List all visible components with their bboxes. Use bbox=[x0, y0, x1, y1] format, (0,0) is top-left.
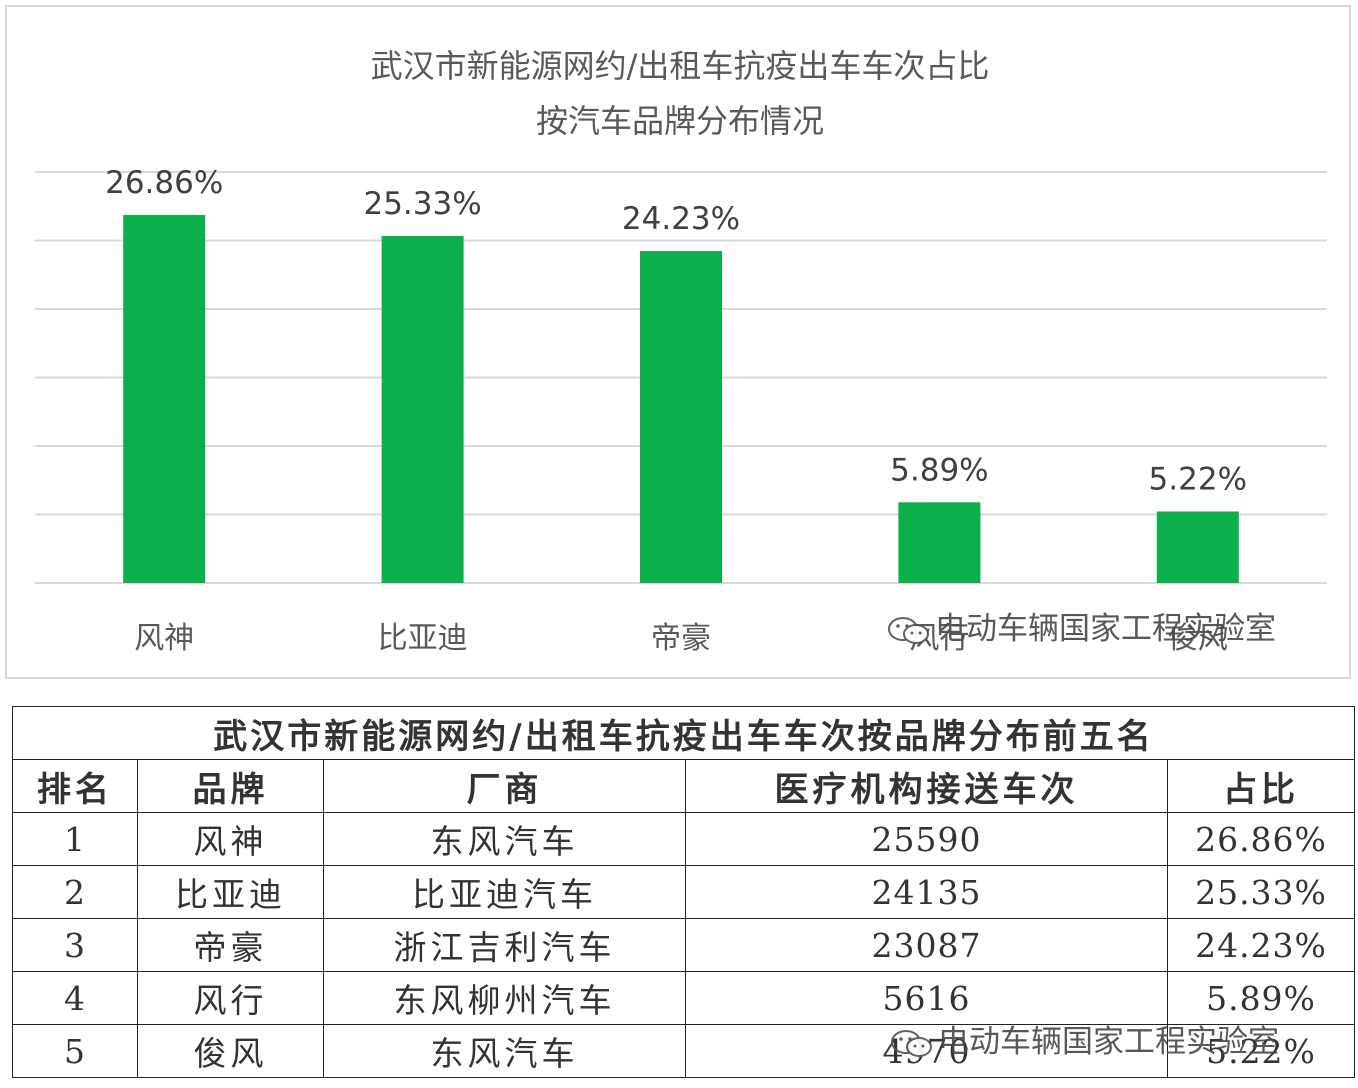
data-label: 5.22% bbox=[1149, 461, 1247, 497]
x-tick-label: 风神 bbox=[134, 621, 194, 656]
cell-share: 26.86% bbox=[1166, 812, 1356, 866]
table-row: 4 风行 东风柳州汽车 5616 5.89% bbox=[12, 971, 1356, 1025]
bar bbox=[1156, 511, 1239, 583]
x-tick-label: 比亚迪 bbox=[378, 621, 468, 656]
cell-manufacturer: 东风汽车 bbox=[323, 1024, 686, 1078]
header-share: 占比 bbox=[1166, 759, 1356, 813]
bar bbox=[898, 502, 981, 583]
cell-trips: 25590 bbox=[685, 812, 1168, 866]
data-label: 25.33% bbox=[363, 186, 481, 222]
cell-brand: 比亚迪 bbox=[137, 865, 324, 919]
cell-brand: 俊风 bbox=[137, 1024, 324, 1078]
header-brand: 品牌 bbox=[137, 759, 324, 813]
header-rank: 排名 bbox=[12, 759, 138, 813]
data-label: 5.89% bbox=[890, 452, 988, 488]
cell-trips: 24135 bbox=[685, 865, 1168, 919]
table-row: 3 帝豪 浙江吉利汽车 23087 24.23% bbox=[12, 918, 1356, 972]
x-tick-label: 帝豪 bbox=[651, 621, 711, 656]
cell-trips: 5616 bbox=[685, 971, 1168, 1025]
cell-share: 25.33% bbox=[1166, 865, 1356, 919]
ranking-table-wrap: 武汉市新能源网约/出租车抗疫出车车次按品牌分布前五名 排名 品牌 厂商 医疗机构… bbox=[11, 706, 1356, 1078]
cell-brand: 风行 bbox=[137, 971, 324, 1025]
table-watermark: 电动车辆国家工程实验室 bbox=[890, 1016, 1279, 1061]
chart-title: 武汉市新能源网约/出租车抗疫出车车次占比 bbox=[370, 47, 990, 85]
bar bbox=[123, 215, 206, 583]
header-trips: 医疗机构接送车次 bbox=[685, 759, 1168, 813]
cell-manufacturer: 比亚迪汽车 bbox=[323, 865, 686, 919]
data-label: 26.86% bbox=[105, 165, 223, 201]
cell-rank: 2 bbox=[12, 865, 138, 919]
cell-manufacturer: 浙江吉利汽车 bbox=[323, 918, 686, 972]
cell-manufacturer: 东风柳州汽车 bbox=[323, 971, 686, 1025]
chart-panel: 武汉市新能源网约/出租车抗疫出车车次占比 按汽车品牌分布情况 26.86% 风神 2… bbox=[5, 5, 1351, 679]
header-manufacturer: 厂商 bbox=[323, 759, 686, 813]
cell-rank: 4 bbox=[12, 971, 138, 1025]
cell-rank: 3 bbox=[12, 918, 138, 972]
table-caption: 武汉市新能源网约/出租车抗疫出车车次按品牌分布前五名 bbox=[11, 706, 1356, 760]
wechat-icon bbox=[887, 616, 931, 646]
cell-brand: 风神 bbox=[137, 812, 324, 866]
bar bbox=[640, 251, 722, 583]
cell-rank: 1 bbox=[12, 812, 138, 866]
x-tick-label: 俊风 bbox=[1168, 621, 1228, 656]
watermark-text: 电动车辆国家工程实验室 bbox=[938, 1024, 1279, 1060]
table-header-row: 排名 品牌 厂商 医疗机构接送车次 占比 bbox=[12, 759, 1356, 813]
cell-manufacturer: 东风汽车 bbox=[323, 812, 686, 866]
cell-share: 5.22% bbox=[1166, 1024, 1356, 1078]
table-row: 1 风神 东风汽车 25590 26.86% bbox=[12, 812, 1356, 866]
wechat-icon bbox=[890, 1029, 934, 1059]
cell-trips: 23087 bbox=[685, 918, 1168, 972]
ranking-table: 武汉市新能源网约/出租车抗疫出车车次按品牌分布前五名 排名 品牌 厂商 医疗机构… bbox=[11, 706, 1356, 1078]
cell-share: 5.89% bbox=[1166, 971, 1356, 1025]
cell-rank: 5 bbox=[12, 1024, 138, 1078]
data-label: 24.23% bbox=[622, 201, 740, 237]
cell-share: 24.23% bbox=[1166, 918, 1356, 972]
cell-brand: 帝豪 bbox=[137, 918, 324, 972]
table-row: 5 俊风 东风汽车 4970 5.22% bbox=[12, 1024, 1356, 1078]
chart-subtitle: 按汽车品牌分布情况 bbox=[535, 102, 824, 140]
bar bbox=[381, 235, 464, 583]
watermark-text: 电动车辆国家工程实验室 bbox=[935, 611, 1276, 647]
chart-watermark: 电动车辆国家工程实验室 bbox=[887, 603, 1276, 648]
table-row: 2 比亚迪 比亚迪汽车 24135 25.33% bbox=[12, 865, 1356, 919]
